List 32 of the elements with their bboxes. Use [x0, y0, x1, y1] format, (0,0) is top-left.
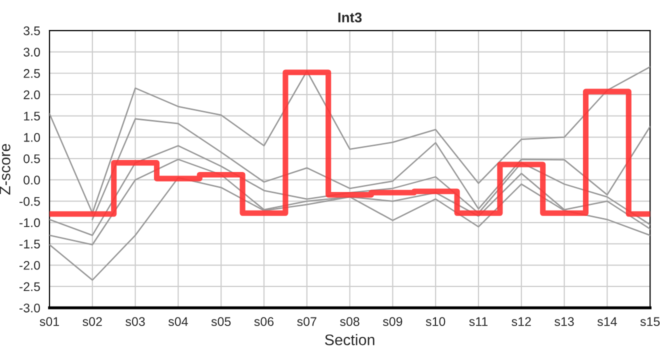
x-tick-label: s06 — [254, 317, 274, 326]
x-tick-label: s15 — [640, 317, 660, 326]
y-tick-label: -2.5 — [19, 282, 40, 292]
x-tick-label: s04 — [168, 317, 188, 326]
y-tick-label: 2.0 — [24, 90, 40, 100]
x-tick-label: s09 — [382, 317, 402, 326]
y-tick-label: 0.0 — [24, 176, 40, 185]
x-tick-label: s02 — [82, 317, 102, 326]
x-tick-label: s12 — [512, 317, 531, 326]
y-tick-label: 3.0 — [24, 48, 40, 57]
y-tick-label: 1.0 — [24, 133, 40, 142]
x-tick-label: s14 — [597, 317, 617, 326]
x-tick-label: s08 — [340, 317, 360, 326]
x-tick-label: s10 — [426, 317, 446, 326]
x-tick-label: s01 — [40, 317, 59, 326]
y-tick-label: 0.5 — [24, 154, 40, 164]
y-tick-label: 2.5 — [24, 69, 40, 78]
x-tick-label: s13 — [554, 317, 574, 326]
y-tick-label: -3.0 — [19, 304, 40, 312]
y-tick-label: -1.0 — [19, 218, 40, 228]
y-tick-label: 3.5 — [24, 26, 40, 36]
y-tick-label: -2.0 — [19, 260, 40, 270]
y-tick-label: 1.5 — [24, 112, 40, 121]
x-tick-label: s07 — [297, 317, 316, 326]
y-axis-title: Z-score — [0, 144, 10, 195]
x-tick-label: s11 — [469, 317, 488, 326]
y-tick-label: -0.5 — [19, 196, 40, 206]
x-tick-label: s05 — [211, 317, 231, 326]
y-tick-label: -1.5 — [19, 240, 40, 248]
x-axis-title: Section — [325, 334, 374, 346]
x-tick-label: s03 — [126, 317, 145, 326]
chart-title: Int3 — [338, 12, 362, 22]
